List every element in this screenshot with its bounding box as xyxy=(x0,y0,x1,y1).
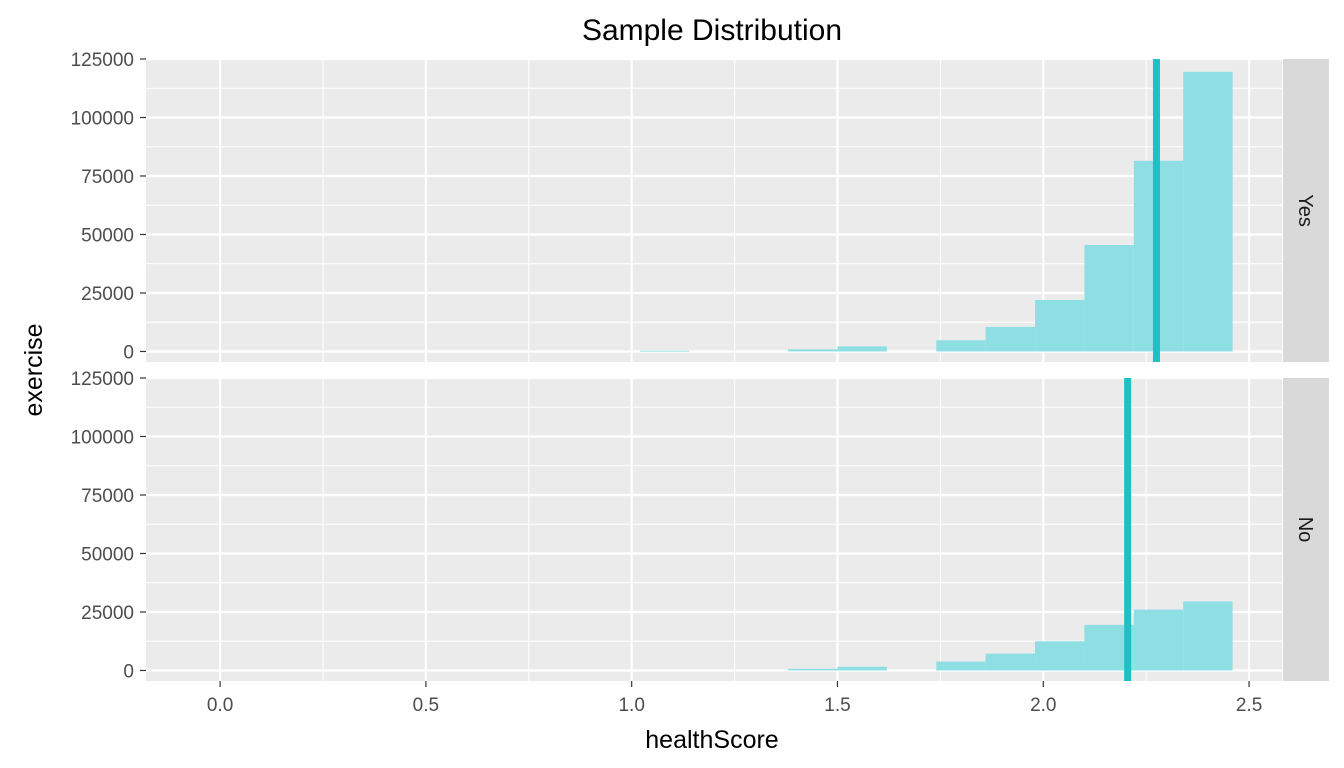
y-tick-label: 125000 xyxy=(71,50,134,71)
histogram-bar xyxy=(639,350,690,352)
facet-panel-no: 0 25000 50000 75000 100000 125000 No xyxy=(71,369,1329,682)
histogram-bar xyxy=(837,346,887,352)
facet-strip-label: Yes xyxy=(1294,194,1316,227)
x-axis-title: healthScore xyxy=(645,726,778,754)
y-tick-label: 25000 xyxy=(81,284,134,305)
histogram-bar xyxy=(788,349,838,352)
histogram-bar xyxy=(1183,71,1233,352)
y-tick-label: 0 xyxy=(123,342,134,363)
x-axis: 0.0 0.5 1.0 1.5 2.0 2.5 xyxy=(207,681,1262,716)
x-tick-label: 0.0 xyxy=(207,695,233,716)
y-tick-label: 100000 xyxy=(71,108,134,129)
histogram-bar xyxy=(985,326,1036,352)
y-tick-label: 75000 xyxy=(81,486,134,507)
y-tick-label: 125000 xyxy=(71,369,134,390)
histogram-bar xyxy=(985,653,1036,671)
facet-panel-yes: 0 25000 50000 75000 100000 125000 Yes xyxy=(71,50,1329,363)
y-tick-label: 50000 xyxy=(81,544,134,565)
histogram-bar xyxy=(788,668,838,671)
y-tick-label: 75000 xyxy=(81,167,134,188)
facet-strip xyxy=(1283,378,1329,681)
histogram-bar xyxy=(1035,299,1085,352)
histogram-bar xyxy=(837,666,887,671)
facet-panels: 0 25000 50000 75000 100000 125000 Yes 0 25000 500… xyxy=(71,50,1329,716)
mean-line xyxy=(1124,378,1132,681)
histogram-bar xyxy=(1084,245,1134,352)
y-axis-title: exercise xyxy=(20,323,48,416)
y-tick-label: 0 xyxy=(123,661,134,682)
facet-strip-label: No xyxy=(1294,517,1316,543)
y-tick-label: 25000 xyxy=(81,603,134,624)
y-tick-label: 100000 xyxy=(71,427,134,448)
x-tick-label: 2.5 xyxy=(1236,695,1262,716)
x-tick-label: 0.5 xyxy=(413,695,439,716)
histogram-bar xyxy=(936,340,986,352)
chart-title: Sample Distribution xyxy=(582,14,842,47)
histogram-bar xyxy=(1183,601,1233,671)
histogram-bar xyxy=(936,661,986,671)
y-tick-label: 50000 xyxy=(81,225,134,246)
x-tick-label: 2.0 xyxy=(1030,695,1056,716)
facet-strip xyxy=(1283,59,1329,362)
x-tick-label: 1.0 xyxy=(618,695,644,716)
histogram-bar xyxy=(1133,609,1184,671)
mean-line xyxy=(1152,59,1160,362)
histogram-bar xyxy=(1035,641,1085,671)
x-tick-label: 1.5 xyxy=(824,695,850,716)
